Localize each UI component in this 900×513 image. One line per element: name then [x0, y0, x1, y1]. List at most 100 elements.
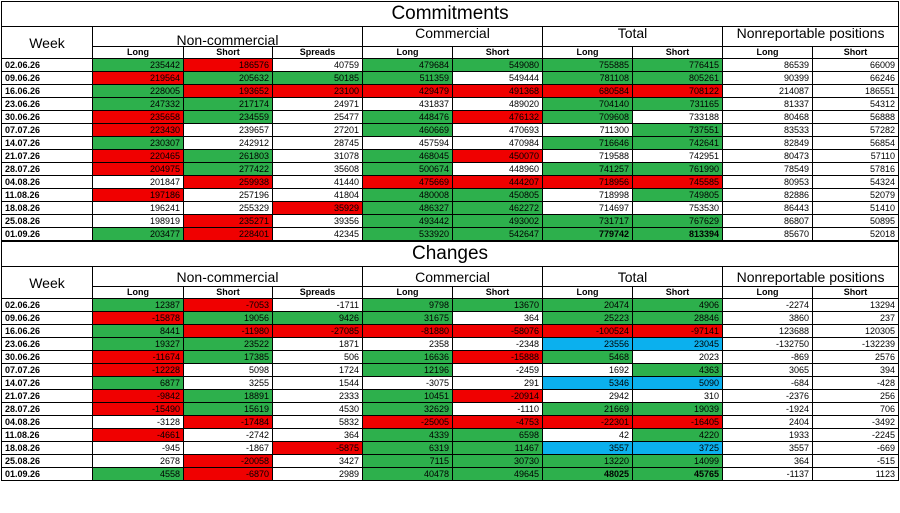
- value-cell: 742951: [632, 149, 723, 163]
- value-cell: 493442: [362, 214, 453, 228]
- value-cell: 41804: [272, 188, 363, 202]
- value-cell: 78549: [722, 162, 813, 176]
- value-cell: 197186: [92, 188, 184, 202]
- value-cell: 50185: [272, 71, 363, 85]
- value-cell: 9426: [272, 311, 363, 325]
- value-cell: 259938: [183, 175, 273, 189]
- week-cell: 04.08.26: [1, 415, 93, 429]
- sub-header: Short: [183, 286, 273, 299]
- value-cell: 3427: [272, 454, 363, 468]
- week-header: Week: [1, 26, 93, 59]
- value-cell: 13670: [452, 298, 543, 312]
- value-cell: 3557: [542, 441, 633, 455]
- value-cell: 235442: [92, 58, 184, 72]
- value-cell: -2742: [183, 428, 273, 442]
- value-cell: -4661: [92, 428, 184, 442]
- week-cell: 30.06.26: [1, 110, 93, 124]
- value-cell: 10451: [362, 389, 453, 403]
- value-cell: 217174: [183, 97, 273, 111]
- value-cell: 6319: [362, 441, 453, 455]
- value-cell: 228005: [92, 84, 184, 98]
- value-cell: 533920: [362, 227, 453, 242]
- total-header: Total: [542, 266, 723, 287]
- value-cell: 3557: [722, 441, 813, 455]
- value-cell: 120305: [811, 324, 900, 338]
- value-cell: 753530: [632, 201, 723, 215]
- value-cell: 1692: [542, 363, 633, 377]
- table-row: 23.06.26 19327 23522 1871 2358 -2348 23556 2304…: [1, 337, 900, 351]
- commitments-title: Commitments: [0, 1, 900, 27]
- week-cell: 07.07.26: [1, 363, 93, 377]
- table-row: 04.08.26 -3128 -17484 5832 -25005 -4753 -22301…: [1, 415, 900, 429]
- table-row: 25.08.26 2678 -20058 3427 7115 30730 13220 1409…: [1, 454, 900, 468]
- sub-header: Short: [183, 46, 273, 59]
- sub-header: Spreads: [272, 286, 363, 299]
- value-cell: 4906: [632, 298, 723, 312]
- non-commercial-header: Non-commercial: [92, 26, 363, 47]
- value-cell: -2348: [452, 337, 543, 351]
- value-cell: 718998: [542, 188, 633, 202]
- value-cell: 394: [811, 363, 900, 377]
- value-cell: 489020: [452, 97, 543, 111]
- value-cell: 460669: [362, 123, 453, 137]
- commercial-header: Commercial: [362, 26, 543, 47]
- value-cell: 201847: [92, 175, 184, 189]
- value-cell: 20474: [542, 298, 633, 312]
- value-cell: 3065: [722, 363, 813, 377]
- value-cell: 3255: [183, 376, 273, 390]
- table-row: 21.07.26 220465 261803 31078 468045 450070 719…: [1, 149, 900, 163]
- value-cell: 731165: [632, 97, 723, 111]
- table-row: 16.06.26 8441 -11980 -27085 -81880 -58076 -100…: [1, 324, 900, 338]
- table-row: 04.08.26 201847 259938 41440 475669 444207 718…: [1, 175, 900, 189]
- table-row: 16.06.26 228005 193652 23100 429479 491368 680…: [1, 84, 900, 98]
- value-cell: 470984: [452, 136, 543, 150]
- table-row: 09.06.26 219564 205632 50185 511359 549444 781…: [1, 71, 900, 85]
- value-cell: 4363: [632, 363, 723, 377]
- value-cell: -20914: [452, 389, 543, 403]
- value-cell: 42: [542, 428, 633, 442]
- value-cell: -2274: [722, 298, 813, 312]
- value-cell: 42345: [272, 227, 363, 242]
- value-cell: 228401: [183, 227, 273, 242]
- value-cell: 19327: [92, 337, 184, 351]
- value-cell: 1123: [811, 467, 900, 481]
- value-cell: 66246: [811, 71, 900, 85]
- value-cell: 706: [811, 402, 900, 416]
- changes-title: Changes: [0, 240, 900, 267]
- value-cell: 230307: [92, 136, 184, 150]
- value-cell: 813394: [632, 227, 723, 242]
- value-cell: 755885: [542, 58, 633, 72]
- table-row: 07.07.26 -12228 5098 1724 12196 -2459 1692 4363…: [1, 363, 900, 377]
- value-cell: 749805: [632, 188, 723, 202]
- value-cell: -2376: [722, 389, 813, 403]
- value-cell: -16405: [632, 415, 723, 429]
- value-cell: 457594: [362, 136, 453, 150]
- value-cell: 448476: [362, 110, 453, 124]
- value-cell: 5346: [542, 376, 633, 390]
- value-cell: 9798: [362, 298, 453, 312]
- sub-header: Long: [362, 46, 453, 59]
- value-cell: 2404: [722, 415, 813, 429]
- value-cell: -58076: [452, 324, 543, 338]
- value-cell: 28745: [272, 136, 363, 150]
- sub-header: Short: [632, 46, 723, 59]
- value-cell: 52018: [811, 227, 900, 242]
- value-cell: -1110: [452, 402, 543, 416]
- value-cell: 41440: [272, 175, 363, 189]
- sub-header: Long: [92, 46, 184, 59]
- value-cell: -669: [811, 441, 900, 455]
- value-cell: -11980: [183, 324, 273, 338]
- value-cell: 52079: [811, 188, 900, 202]
- week-cell: 01.09.26: [1, 227, 93, 242]
- value-cell: 2023: [632, 350, 723, 364]
- value-cell: 31078: [272, 149, 363, 163]
- value-cell: 56888: [811, 110, 900, 124]
- week-cell: 11.08.26: [1, 188, 93, 202]
- week-cell: 28.07.26: [1, 402, 93, 416]
- value-cell: 364: [722, 454, 813, 468]
- table-row: 30.06.26 235658 234559 25477 448476 476132 709…: [1, 110, 900, 124]
- value-cell: 3725: [632, 441, 723, 455]
- value-cell: 32629: [362, 402, 453, 416]
- value-cell: -3128: [92, 415, 184, 429]
- value-cell: -25005: [362, 415, 453, 429]
